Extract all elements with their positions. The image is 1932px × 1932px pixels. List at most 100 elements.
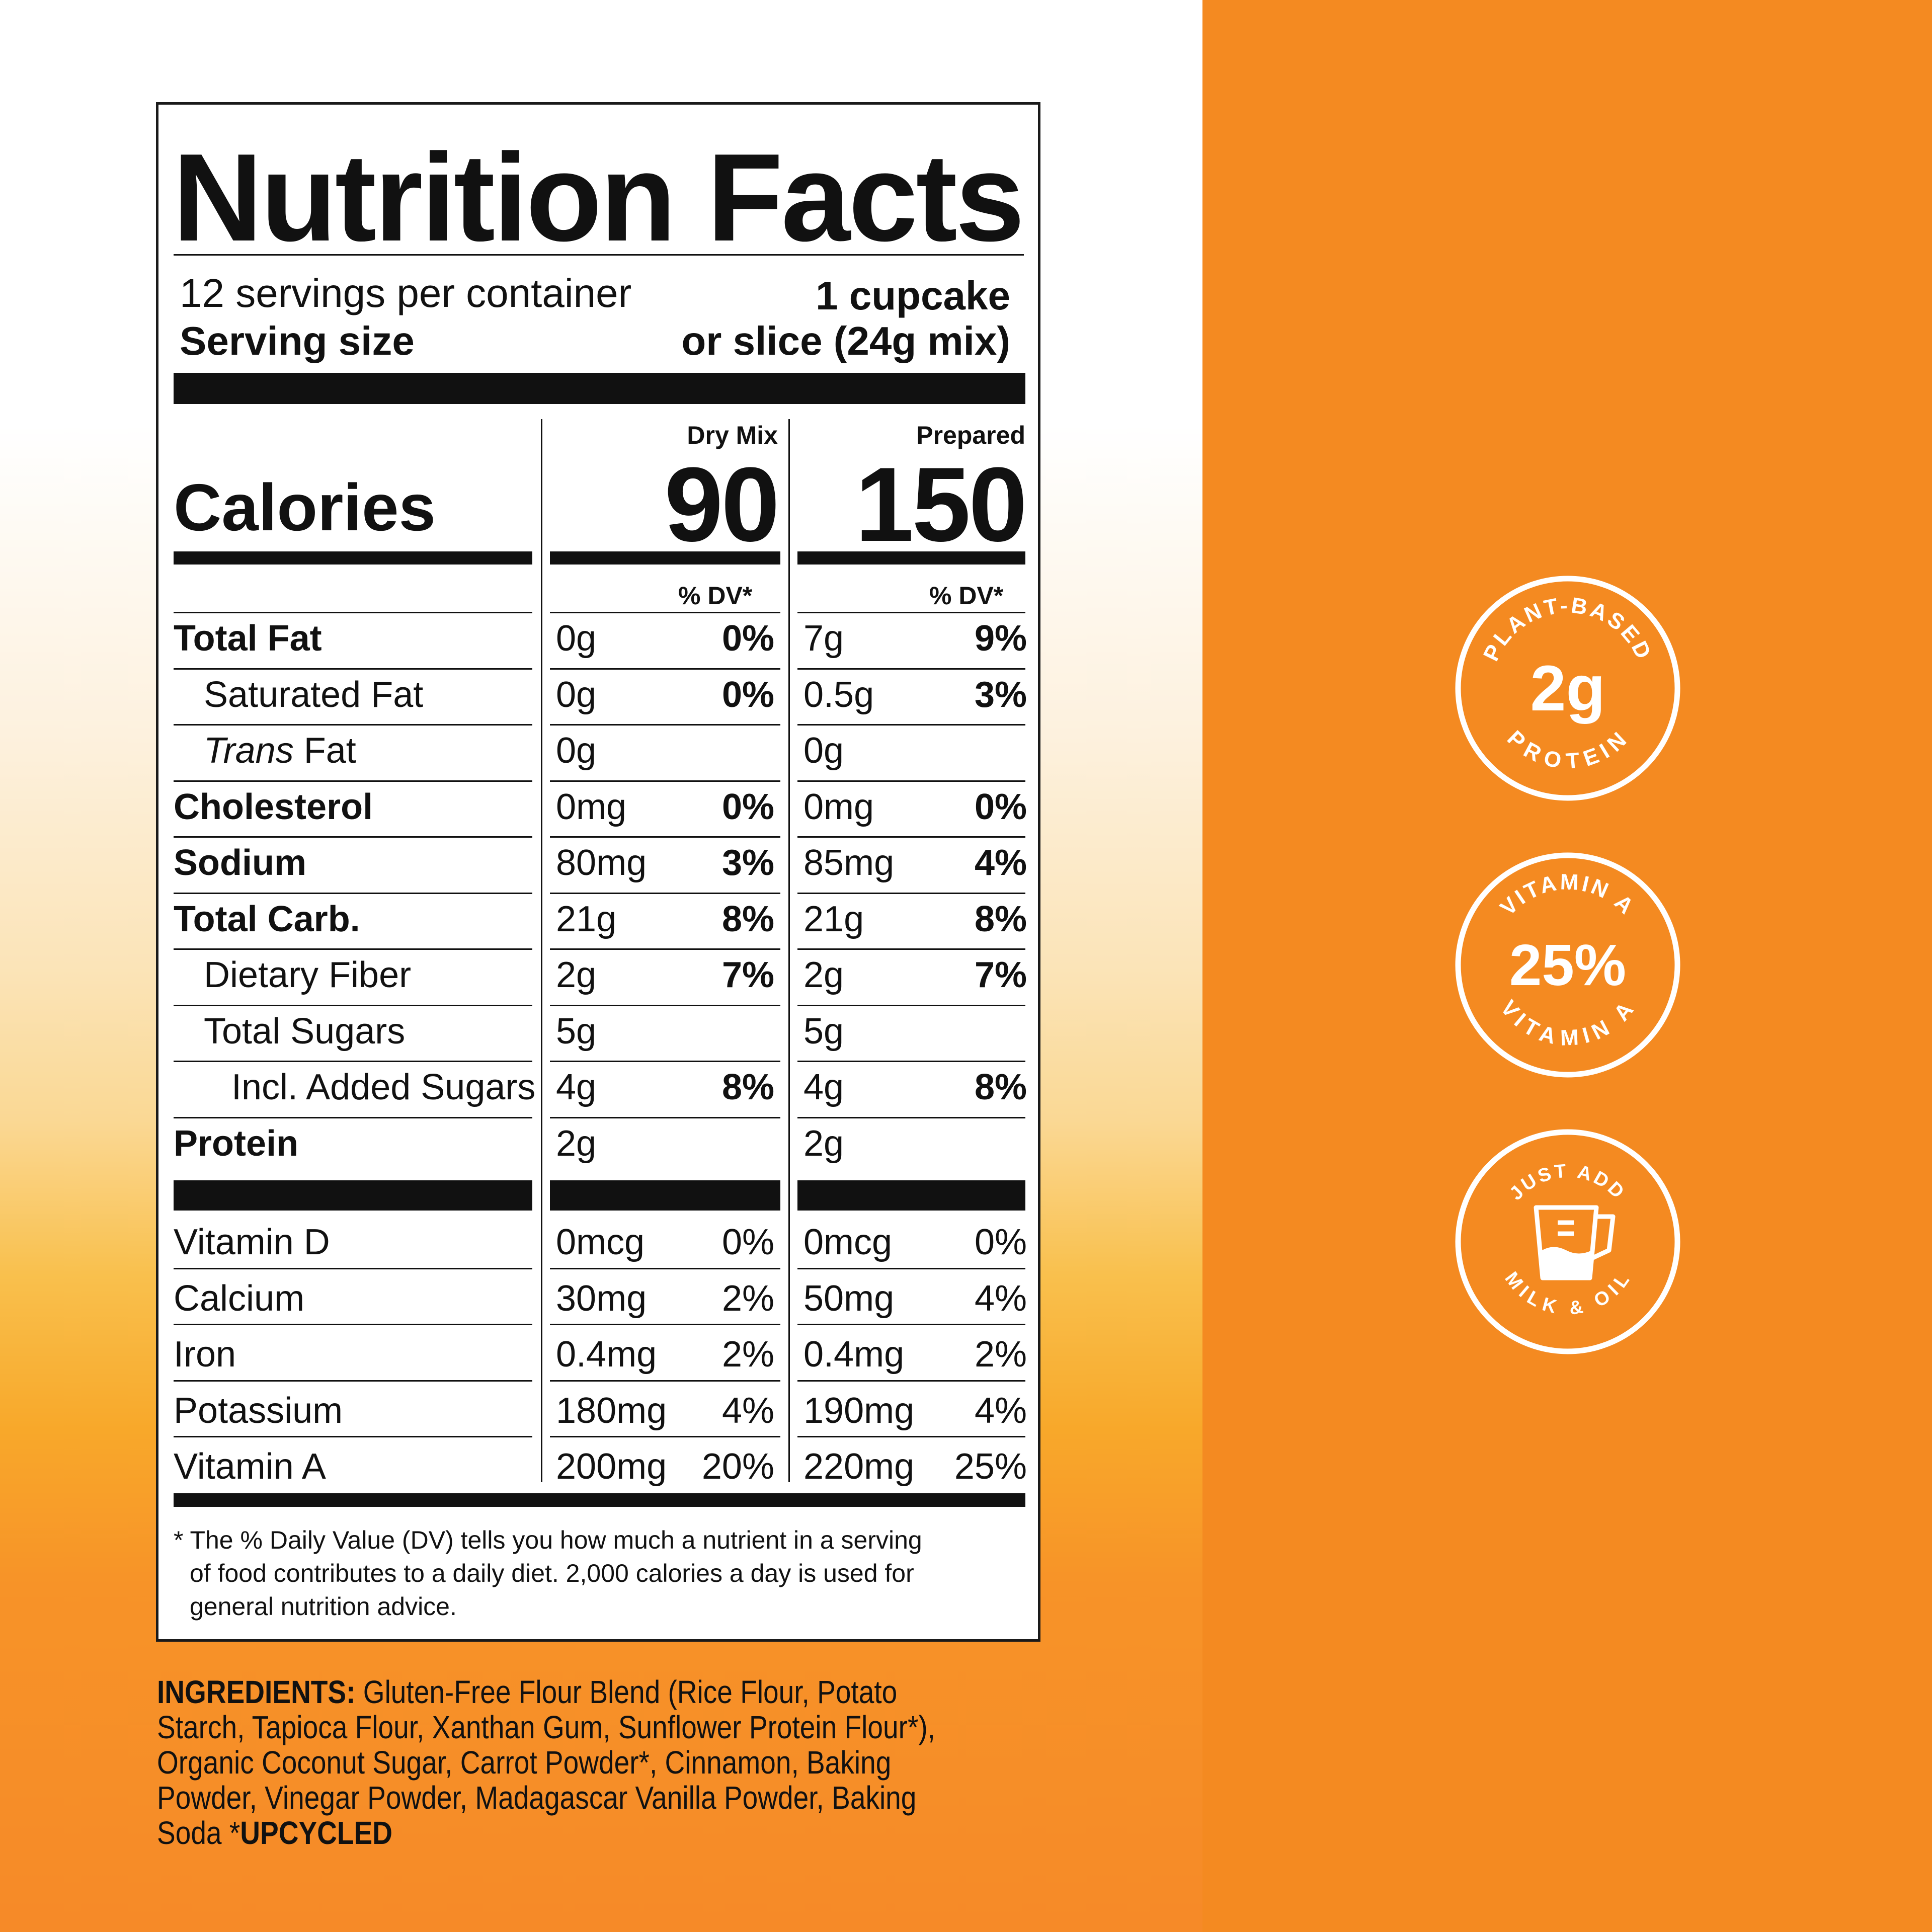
dv-header-dry: % DV* — [678, 582, 753, 610]
dry-amount: 0g — [556, 674, 597, 715]
row-rule — [797, 1324, 1025, 1325]
nutrient-label: Dietary Fiber — [204, 955, 412, 995]
dry-dv: 0% — [721, 786, 774, 827]
dry-amount: 200mg — [556, 1446, 667, 1487]
row-rule — [174, 1436, 532, 1437]
dry-amount: 0g — [556, 731, 597, 771]
dry-dv: 0% — [721, 1222, 774, 1262]
prepared-dv: 0% — [974, 786, 1027, 827]
row-rule — [797, 780, 1025, 782]
prepared-amount: 21g — [803, 899, 864, 939]
row-rule — [550, 1061, 780, 1062]
badge-protein-value: 2g — [1530, 653, 1605, 725]
calories-bar-2 — [550, 551, 780, 565]
dry-amount: 0g — [556, 618, 597, 659]
prepared-amount: 2g — [803, 1123, 844, 1164]
row-rule — [174, 612, 532, 613]
column-divider-2 — [788, 419, 790, 1482]
row-rule — [797, 1436, 1025, 1437]
nutrient-label: Total Carb. — [174, 899, 360, 939]
row-rule — [797, 948, 1025, 950]
row-rule — [550, 1004, 780, 1006]
badge-add-top-text: JUST ADD — [1505, 1160, 1630, 1204]
prepared-dv: 4% — [974, 1390, 1027, 1431]
row-rule — [550, 836, 780, 838]
row-rule — [797, 1116, 1025, 1118]
dry-dv: 4% — [721, 1390, 774, 1431]
prepared-amount: 0.5g — [803, 674, 874, 715]
footnote-line-3: general nutrition advice. — [190, 1592, 457, 1621]
just-add-badge: JUST ADD MILK & OIL — [1455, 1129, 1680, 1354]
nutrient-label: Cholesterol — [174, 786, 373, 827]
dry-dv: 0% — [721, 674, 774, 715]
dry-dv: 20% — [701, 1446, 774, 1487]
nutrition-facts-label: Nutrition Facts 12 servings per containe… — [156, 102, 1040, 1642]
row-rule — [174, 1380, 532, 1382]
row-rule — [550, 948, 780, 950]
row-rule — [550, 1267, 780, 1269]
dry-amount: 30mg — [556, 1278, 647, 1319]
row-rule — [550, 668, 780, 670]
ingredients-body: Gluten-Free Flour Blend (Rice Flour, Pot… — [157, 1674, 935, 1851]
row-rule — [550, 612, 780, 613]
micros-bar-1 — [174, 1180, 532, 1211]
micros-bar-3 — [797, 1180, 1025, 1211]
prepared-dv: 0% — [974, 1222, 1027, 1262]
prepared-amount: 0g — [803, 731, 844, 771]
micronutrient-label: Vitamin D — [174, 1222, 330, 1262]
dry-amount: 0mg — [556, 786, 627, 827]
row-rule — [550, 1116, 780, 1118]
nutrient-label: Incl. Added Sugars — [231, 1067, 536, 1107]
micronutrient-label: Vitamin A — [174, 1446, 326, 1487]
column-divider-1 — [541, 419, 542, 1482]
vitamin-a-badge: VITAMIN A 25% VITAMIN A — [1455, 852, 1680, 1078]
ingredients-upcycled: UPCYCLED — [240, 1815, 393, 1851]
prepared-dv: 8% — [974, 899, 1027, 939]
nutrition-facts-title: Nutrition Facts — [173, 127, 1025, 267]
row-rule — [174, 1267, 532, 1269]
nutrient-label: Saturated Fat — [204, 674, 424, 715]
plant-protein-badge: PLANT-BASED 2g PROTEIN — [1455, 576, 1680, 801]
row-rule — [797, 1380, 1025, 1382]
dry-amount: 21g — [556, 899, 617, 939]
prepared-amount: 190mg — [803, 1390, 915, 1431]
row-rule — [174, 1061, 532, 1062]
nutrient-label-italic: Trans — [204, 731, 294, 771]
serving-size-value-2: or slice (24g mix) — [681, 318, 1010, 363]
row-rule — [174, 724, 532, 726]
divider — [174, 254, 1024, 256]
prepared-amount: 2g — [803, 955, 844, 995]
row-rule — [550, 1380, 780, 1382]
dry-amount: 180mg — [556, 1390, 667, 1431]
right-orange-panel — [1202, 0, 1932, 1932]
ingredients-text: INGREDIENTS: Gluten-Free Flour Blend (Ri… — [157, 1674, 936, 1850]
prepared-amount: 50mg — [803, 1278, 895, 1319]
dry-amount: 2g — [556, 1123, 597, 1164]
dv-header-prepared: % DV* — [929, 582, 1004, 610]
footnote-line-2: of food contributes to a daily diet. 2,0… — [190, 1559, 914, 1587]
serving-size-value-1: 1 cupcake — [816, 273, 1010, 318]
dry-dv: 8% — [721, 899, 774, 939]
dry-dv: 8% — [721, 1067, 774, 1107]
prepared-dv: 2% — [974, 1334, 1027, 1375]
row-rule — [174, 1324, 532, 1325]
row-rule — [550, 1436, 780, 1437]
prepared-amount: 0.4mg — [803, 1334, 905, 1375]
prepared-amount: 7g — [803, 618, 844, 659]
micros-bar-2 — [550, 1180, 780, 1211]
column-head-dry: Dry Mix — [687, 421, 778, 449]
badge-protein-bottom-text: PROTEIN — [1502, 726, 1633, 774]
dry-dv: 2% — [721, 1278, 774, 1319]
row-rule — [174, 836, 532, 838]
prepared-amount: 220mg — [803, 1446, 915, 1487]
calories-dry: 90 — [664, 445, 780, 564]
row-rule — [797, 1267, 1025, 1269]
row-rule — [797, 724, 1025, 726]
prepared-dv: 9% — [974, 618, 1027, 659]
prepared-dv: 4% — [974, 1278, 1027, 1319]
micronutrient-label: Calcium — [174, 1278, 305, 1319]
prepared-amount: 0mcg — [803, 1222, 893, 1262]
calories-bar-1 — [174, 551, 532, 565]
nutrient-label: Trans Fat — [204, 733, 356, 769]
column-head-prepared: Prepared — [916, 421, 1025, 449]
